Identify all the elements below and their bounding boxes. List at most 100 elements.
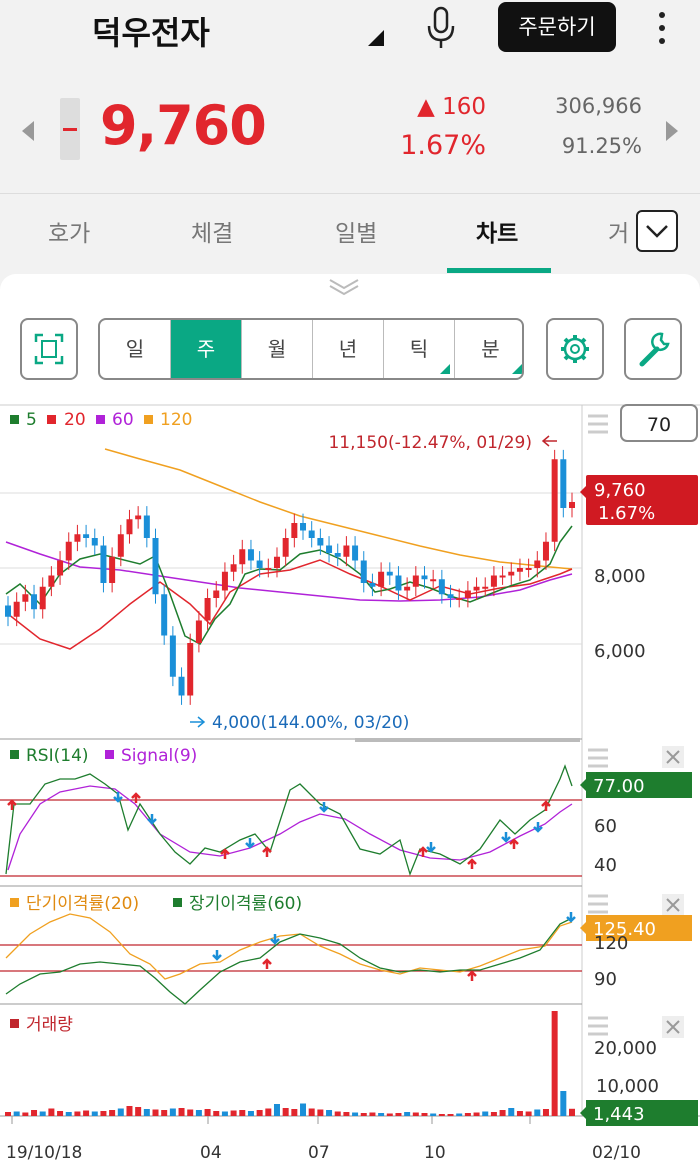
prev-stock-icon[interactable] [20,120,36,142]
chevron-down-icon [646,225,668,238]
candle-body [273,556,280,568]
volume-bar [516,1111,523,1116]
tab-active-indicator [447,268,551,273]
wrench-icon [639,332,670,367]
candle-body [421,575,428,580]
candle-body [360,560,367,583]
volume-bar [421,1113,428,1116]
volume-value: 1,443 [593,1104,645,1125]
candlestick-series [5,449,575,705]
period-minute[interactable]: 분 [455,320,522,378]
disparity-value: 125.40 [593,919,656,940]
volume-bar [169,1108,176,1116]
candle-body [5,605,11,617]
price-bar-indicator [60,98,80,160]
collapse-handle-icon[interactable] [326,276,362,296]
fullscreen-button[interactable] [20,318,78,380]
volume-bar [317,1109,324,1116]
rsi-value: 77.00 [593,776,645,797]
candle-body [551,459,558,542]
tab-daily[interactable]: 일별 [335,221,378,247]
volume-bar [178,1108,185,1116]
chart-canvas[interactable]: 5 20 60 120 70 11,150(-12.47%, 01/29) 4,… [0,274,700,1171]
volume-bar [569,1108,575,1116]
more-menu-icon[interactable] [650,8,674,48]
sell-signal-arrow [533,822,543,833]
candle-body [430,579,437,582]
tab-orderbook[interactable]: 호가 [48,221,91,247]
volume-bar [499,1110,506,1116]
volume-bar [230,1110,237,1116]
buy-signal-arrow [541,800,551,811]
rsi-signal-arrows [7,792,551,869]
volume-bar [378,1113,385,1116]
count-box[interactable] [620,404,698,442]
candle-body [57,560,64,576]
volume-bar [161,1110,168,1116]
candle-body [143,515,150,538]
volume-bar [48,1108,55,1116]
quote-summary: 9,760 ▲ 160 1.67% 306,966 91.25% [0,80,700,180]
candle-body [464,590,471,598]
candle-body [65,541,72,561]
rsi-legend: RSI(14) [26,746,89,766]
rsi-tick-40: 40 [594,855,617,876]
x-tick-10: 10 [424,1143,446,1163]
candle-body [334,553,341,557]
volume-bar [560,1091,567,1116]
candle-body [100,545,107,583]
tab-more[interactable]: 거 [608,221,630,247]
volume-bar [430,1113,437,1116]
buy-signal-arrow [467,970,477,981]
disparity-tick-90: 90 [594,969,617,990]
volume-bar [135,1107,142,1116]
tab-chart[interactable]: 차트 [476,221,519,247]
candle-body [39,586,46,610]
stock-dropdown-icon[interactable] [368,30,384,46]
order-button[interactable]: 주문하기 [498,2,616,52]
volume-bar [31,1110,38,1116]
candle-body [152,538,159,595]
x-tick-07: 07 [308,1143,330,1163]
volume-bar [360,1113,367,1116]
gear-icon [561,335,589,363]
tools-button[interactable] [624,318,682,380]
next-stock-icon[interactable] [664,120,680,142]
candle-body [369,583,376,587]
disparity-tick-120: 120 [594,933,628,954]
change-value: ▲ 160 [417,94,486,120]
panel-menu-icon[interactable] [588,414,608,1036]
candle-body [48,575,55,587]
volume-bar [404,1112,411,1116]
sell-signal-arrow [212,950,222,961]
settings-button[interactable] [546,318,604,380]
stock-name[interactable]: 덕우전자 [92,14,210,52]
volume-bar [126,1106,133,1116]
current-price-tag [586,475,698,525]
period-tick[interactable]: 틱 [384,320,455,378]
candle-body [378,571,385,587]
volume-bar [265,1108,272,1116]
panel-close-icon[interactable] [662,746,684,1038]
sell-signal-arrow [245,838,255,849]
fullscreen-icon [34,333,64,365]
candle-body [247,549,254,561]
period-yearly[interactable]: 년 [313,320,384,378]
candle-body [291,523,298,538]
disparity-value-tag [586,915,692,941]
volume-bar [273,1104,280,1116]
period-tick-label: 틱 [409,337,429,361]
tab-trades[interactable]: 체결 [191,221,234,247]
period-daily[interactable]: 일 [100,320,171,378]
volume-bar [282,1108,289,1116]
candle-body [473,586,480,591]
period-monthly[interactable]: 월 [242,320,313,378]
volume-bar [109,1110,116,1116]
volume-bar [300,1103,307,1116]
candle-body [187,643,194,696]
volume-bar [291,1109,298,1116]
period-weekly[interactable]: 주 [171,320,242,378]
ma5-legend: 5 [26,410,37,430]
microphone-icon[interactable] [424,6,458,50]
tab-expand-button[interactable] [636,210,678,252]
